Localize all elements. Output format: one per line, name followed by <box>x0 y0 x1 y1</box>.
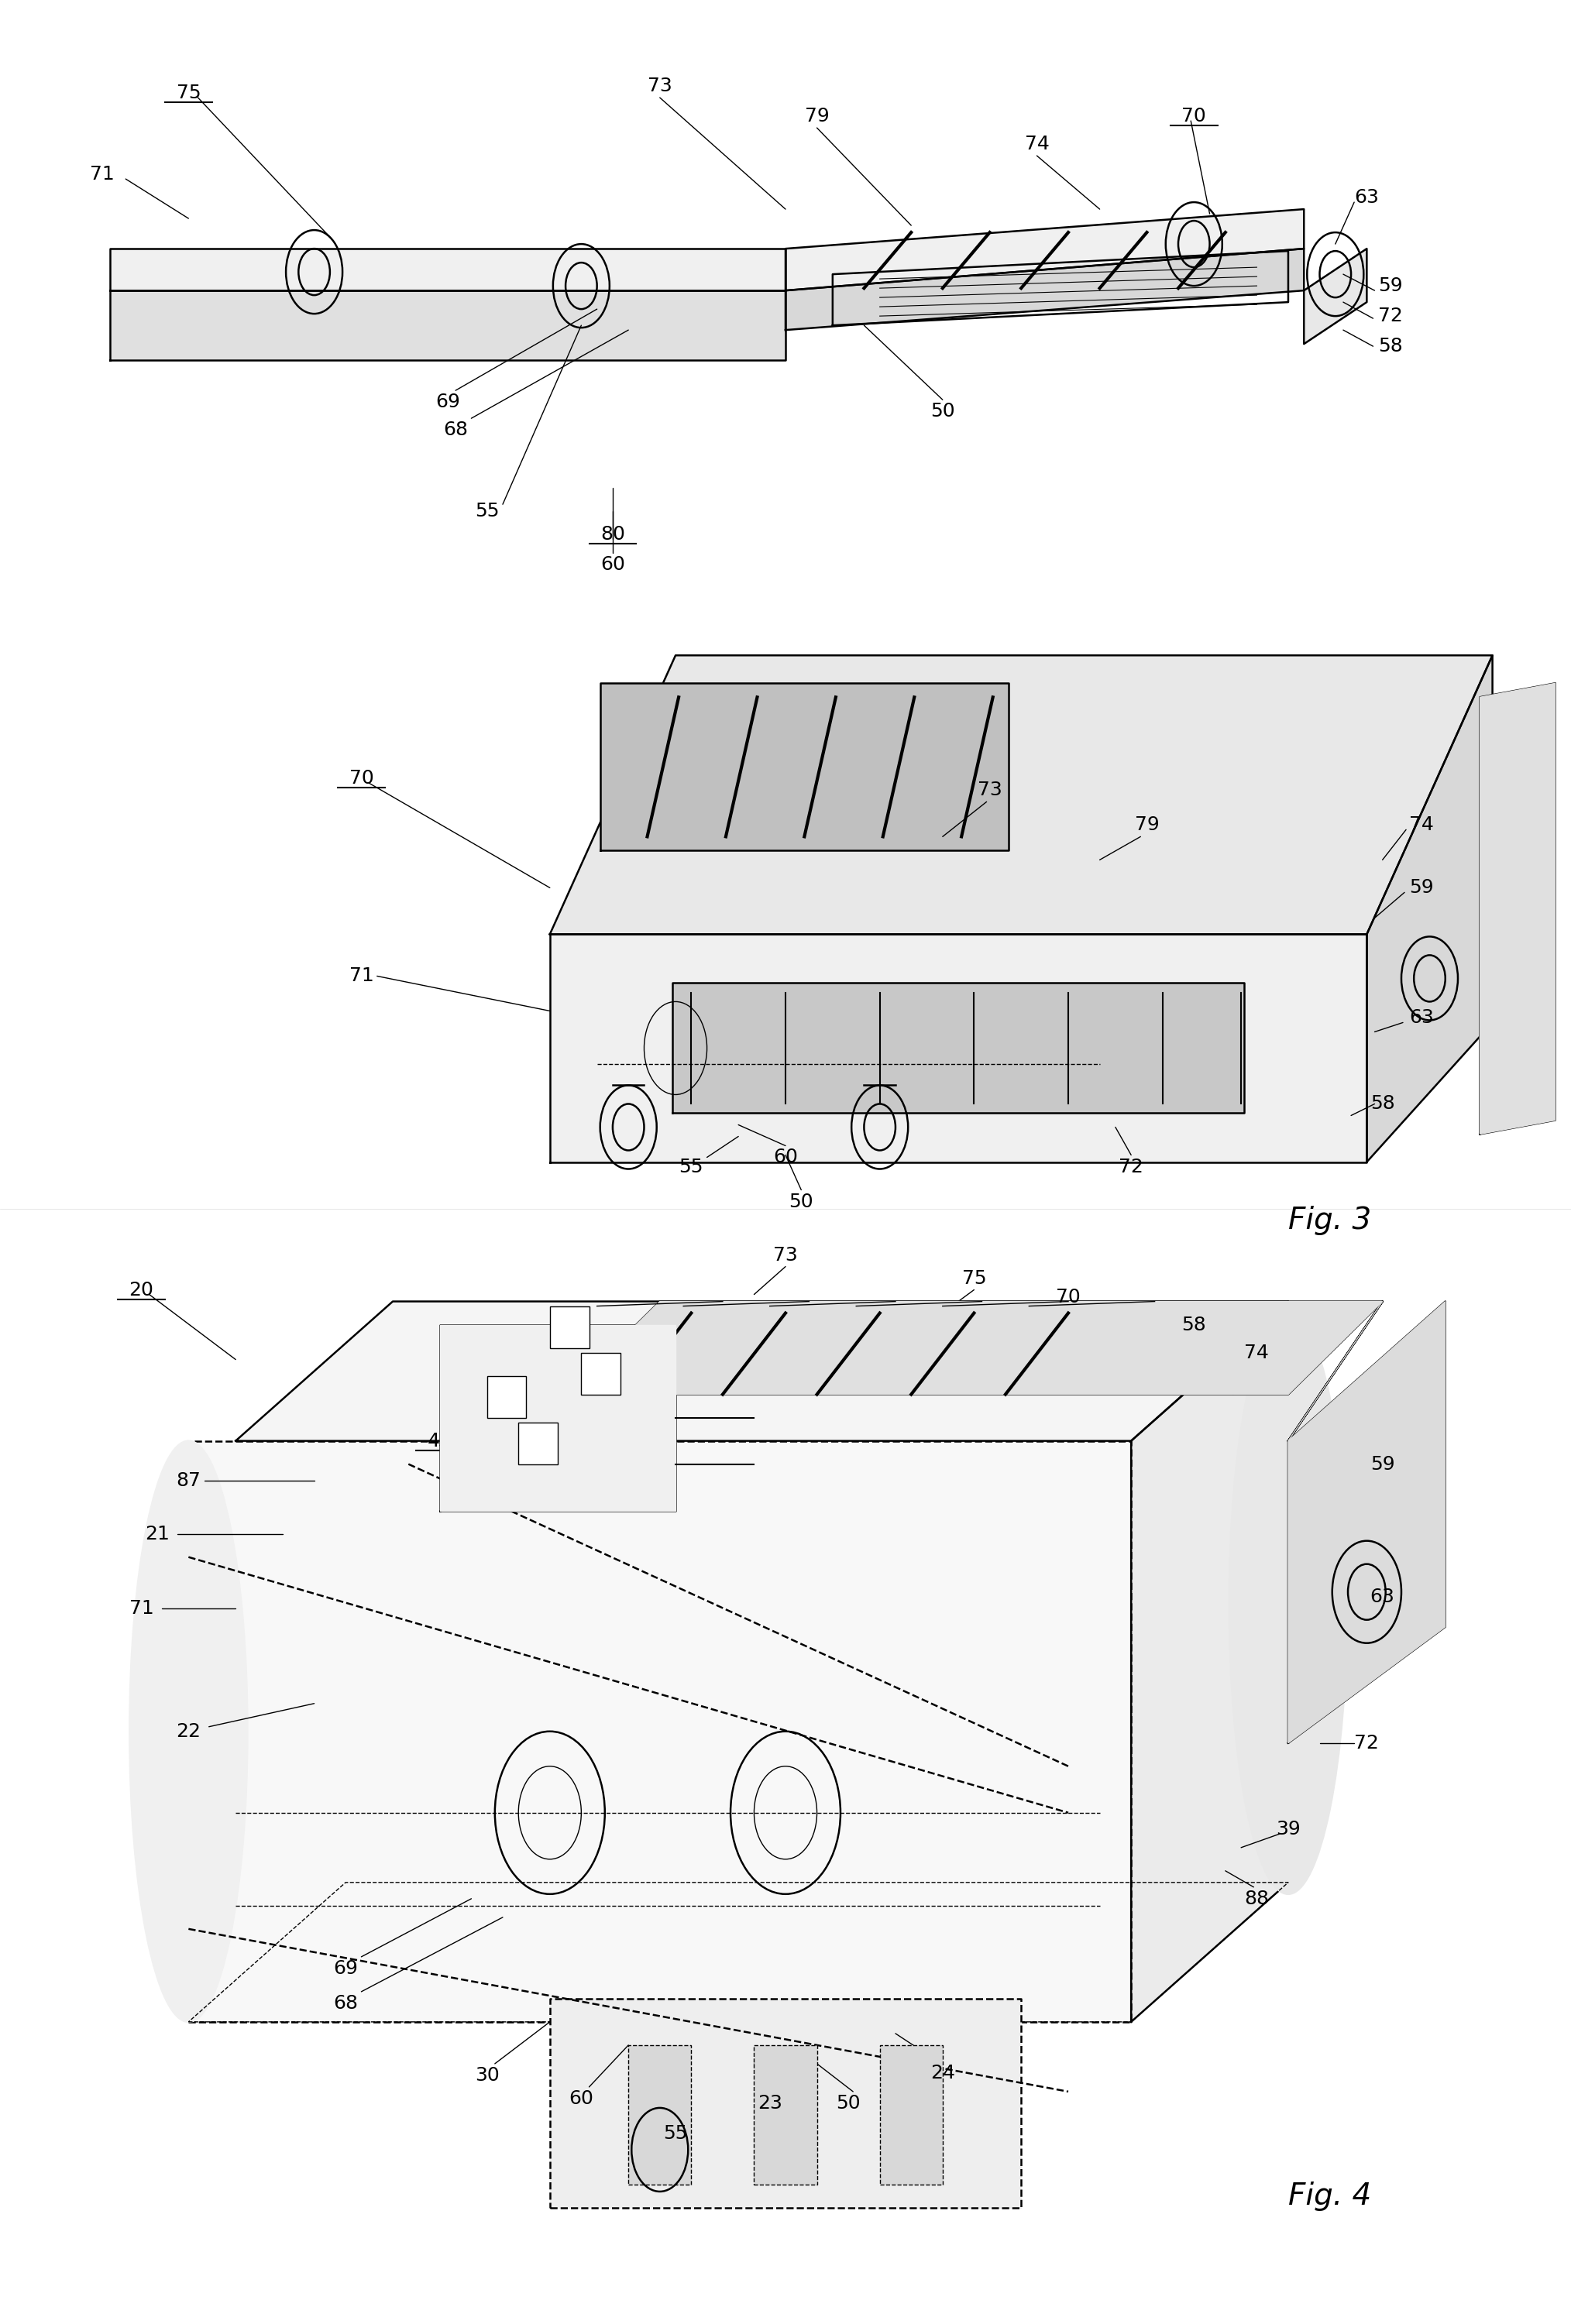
Polygon shape <box>189 1441 1131 2022</box>
Text: 60: 60 <box>569 2089 594 2108</box>
Text: 58: 58 <box>1181 1315 1207 1334</box>
Text: 72: 72 <box>1378 307 1403 325</box>
Text: 74: 74 <box>1024 135 1049 153</box>
Text: 59: 59 <box>1409 878 1434 897</box>
Polygon shape <box>600 683 1009 851</box>
Text: 59: 59 <box>1378 277 1403 295</box>
Polygon shape <box>110 290 786 360</box>
Text: 63: 63 <box>1354 188 1379 207</box>
Text: 69: 69 <box>333 1959 358 1978</box>
Polygon shape <box>236 1301 1288 1441</box>
Bar <box>880 2045 943 2185</box>
Polygon shape <box>672 983 1244 1113</box>
Text: 50: 50 <box>930 402 955 421</box>
Polygon shape <box>1288 1301 1382 1441</box>
Text: 23: 23 <box>757 2094 782 2113</box>
Text: 79: 79 <box>1134 816 1159 834</box>
Text: 30: 30 <box>474 2066 500 2085</box>
Text: Fig. 3: Fig. 3 <box>1288 1206 1371 1234</box>
Text: 73: 73 <box>647 77 672 95</box>
Bar <box>628 2045 691 2185</box>
Text: 69: 69 <box>435 393 460 411</box>
Text: 39: 39 <box>1276 1820 1301 1838</box>
Polygon shape <box>566 1301 1382 1394</box>
Text: 40: 40 <box>427 1432 452 1450</box>
Polygon shape <box>1288 1301 1445 1743</box>
Ellipse shape <box>1229 1313 1346 1894</box>
Text: 87: 87 <box>176 1471 201 1490</box>
Text: 75: 75 <box>961 1269 987 1287</box>
Text: 68: 68 <box>333 1994 358 2013</box>
Text: 55: 55 <box>663 2124 688 2143</box>
Text: 71: 71 <box>129 1599 154 1618</box>
Text: 73: 73 <box>773 1246 798 1264</box>
Polygon shape <box>1304 249 1367 344</box>
Text: 24: 24 <box>930 2064 955 2082</box>
Text: 68: 68 <box>443 421 468 439</box>
Polygon shape <box>110 249 786 290</box>
Text: 80: 80 <box>600 525 625 544</box>
Polygon shape <box>1131 1301 1288 2022</box>
Text: 70: 70 <box>349 769 374 788</box>
Bar <box>754 2045 817 2185</box>
Polygon shape <box>550 655 1492 934</box>
Text: 63: 63 <box>1409 1009 1434 1027</box>
Text: 58: 58 <box>1378 337 1403 356</box>
Text: 75: 75 <box>176 84 201 102</box>
Bar <box>487 1376 526 1418</box>
Text: 72: 72 <box>1119 1157 1144 1176</box>
Polygon shape <box>1480 683 1555 1134</box>
Text: 79: 79 <box>804 107 829 125</box>
Text: 21: 21 <box>145 1525 170 1543</box>
Text: 74: 74 <box>1244 1343 1269 1362</box>
Bar <box>518 1422 558 1464</box>
Text: 55: 55 <box>474 502 500 521</box>
Text: 50: 50 <box>836 2094 861 2113</box>
Text: 60: 60 <box>773 1148 798 1167</box>
Text: 88: 88 <box>1244 1889 1269 1908</box>
Text: 70: 70 <box>1181 107 1207 125</box>
Text: 58: 58 <box>1370 1095 1395 1113</box>
Bar <box>581 1353 621 1394</box>
Text: 71: 71 <box>349 967 374 985</box>
Polygon shape <box>550 934 1367 1162</box>
Text: 50: 50 <box>789 1192 814 1211</box>
Text: 72: 72 <box>1354 1734 1379 1752</box>
Polygon shape <box>786 209 1304 290</box>
Text: 71: 71 <box>90 165 115 184</box>
Text: 55: 55 <box>679 1157 704 1176</box>
Text: 73: 73 <box>977 781 1002 799</box>
Text: 74: 74 <box>1409 816 1434 834</box>
Polygon shape <box>1367 655 1492 1162</box>
Text: 59: 59 <box>1370 1455 1395 1473</box>
Text: Fig. 4: Fig. 4 <box>1288 2182 1371 2210</box>
Text: 22: 22 <box>176 1722 201 1741</box>
Text: 60: 60 <box>600 555 625 574</box>
Text: 70: 70 <box>1056 1287 1081 1306</box>
Polygon shape <box>786 249 1304 330</box>
Text: 20: 20 <box>129 1281 154 1299</box>
Polygon shape <box>440 1325 676 1511</box>
Polygon shape <box>550 1999 1021 2208</box>
Text: 63: 63 <box>1370 1587 1395 1606</box>
Ellipse shape <box>129 1441 248 2022</box>
Bar <box>550 1306 589 1348</box>
